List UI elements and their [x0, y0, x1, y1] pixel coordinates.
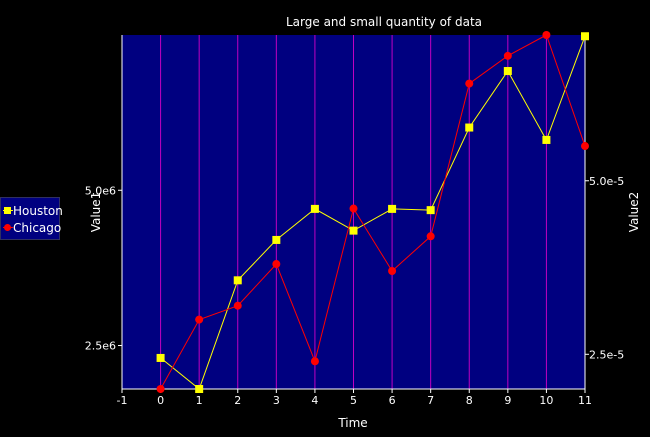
- legend: Houston Chicago: [0, 197, 63, 240]
- data-point-chicago: [156, 385, 165, 393]
- x-tick-label: 6: [389, 394, 396, 407]
- x-tick-label: 11: [578, 394, 592, 407]
- y2-tick-label: 5.0e-5: [589, 175, 624, 188]
- y2-axis-label: Value2: [627, 192, 641, 233]
- data-point-chicago: [233, 301, 242, 310]
- x-tick-label: 5: [350, 394, 357, 407]
- data-point-chicago: [388, 267, 397, 275]
- x-tick-label: 7: [427, 394, 434, 407]
- x-tick-label: 8: [466, 394, 473, 407]
- data-point-houston: [349, 226, 358, 235]
- x-tick-label: 4: [311, 394, 318, 407]
- y-axis-label: Value1: [89, 192, 103, 233]
- x-tick-label: 10: [539, 394, 553, 407]
- legend-label-houston: Houston: [13, 204, 63, 218]
- x-tick-label: 2: [234, 394, 241, 407]
- y-tick-label: 2.5e6: [85, 340, 116, 353]
- data-point-houston: [503, 67, 512, 76]
- data-point-chicago: [581, 142, 589, 151]
- x-tick-label: 3: [273, 394, 280, 407]
- data-series: [156, 31, 589, 393]
- x-tick-label: 1: [196, 394, 203, 407]
- series-line-houston: [160, 36, 586, 390]
- data-point-houston: [233, 276, 242, 285]
- data-point-houston: [272, 235, 281, 244]
- data-point-houston: [156, 353, 165, 362]
- data-point-houston: [426, 206, 435, 215]
- data-point-chicago: [195, 315, 204, 324]
- data-point-chicago: [542, 31, 551, 39]
- x-tick-label: 0: [157, 394, 164, 407]
- axes: -1 0 1 2 3 4 5 6 7 8 9 10 11 2.5e6 5.0e6 2.5e-5 5.0e-5: [85, 35, 624, 407]
- data-point-chicago: [503, 51, 512, 60]
- data-point-houston: [388, 204, 397, 213]
- data-point-chicago: [465, 79, 474, 88]
- data-point-chicago: [272, 260, 281, 269]
- y2-tick-label: 2.5e-5: [589, 348, 624, 361]
- data-point-chicago: [310, 357, 319, 366]
- x-axis-label: Time: [337, 416, 367, 430]
- data-point-houston: [542, 135, 551, 144]
- x-tick-label: 9: [504, 394, 511, 407]
- y-tick-label: 5.0e6: [85, 184, 116, 197]
- data-point-houston: [465, 123, 474, 132]
- square-marker-icon: [4, 207, 11, 214]
- chart-title: Large and small quantity of data: [286, 15, 482, 29]
- data-point-houston: [195, 385, 204, 393]
- data-point-chicago: [426, 232, 435, 241]
- circle-marker-icon: [4, 224, 11, 231]
- x-tick-label: -1: [117, 394, 128, 407]
- legend-label-chicago: Chicago: [13, 221, 62, 235]
- data-point-houston: [310, 204, 319, 213]
- data-point-chicago: [349, 204, 358, 213]
- series-line-chicago: [160, 34, 586, 390]
- data-point-houston: [581, 32, 589, 41]
